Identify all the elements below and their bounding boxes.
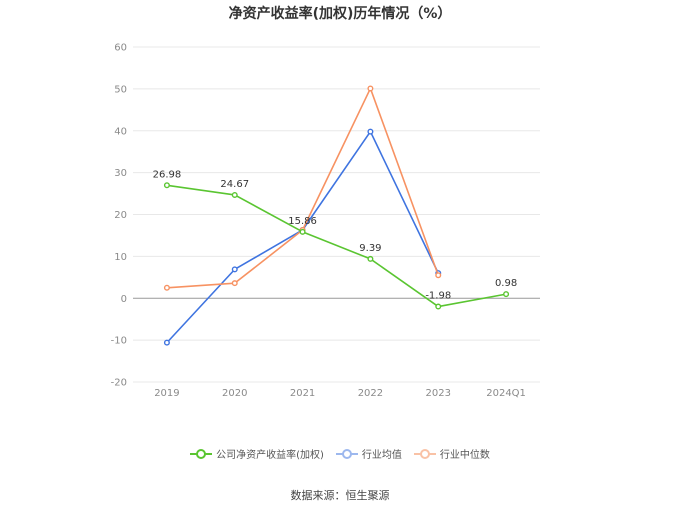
x-tick-label: 2023 — [426, 388, 451, 399]
legend-label: 行业均值 — [361, 450, 402, 461]
chart-title: 净资产收益率(加权)历年情况（%） — [228, 6, 452, 22]
legend-item-company-roe[interactable]: 公司净资产收益率(加权) — [190, 446, 324, 461]
data-point — [435, 272, 442, 279]
x-tick-label: 2020 — [222, 388, 247, 399]
legend-label: 公司净资产收益率(加权) — [216, 450, 324, 461]
legend-line-circle-icon — [335, 448, 358, 459]
data-point — [231, 191, 238, 198]
y-tick-label: 10 — [114, 252, 127, 263]
grid-lines — [133, 46, 540, 383]
data-point — [503, 291, 510, 298]
y-tick-label: 20 — [114, 210, 127, 221]
x-tick-label: 2024Q1 — [486, 388, 526, 399]
y-tick-label: -10 — [111, 336, 127, 347]
series-lines — [163, 85, 510, 346]
data-point — [299, 228, 306, 235]
axis: 60 50 40 30 20 10 0 -10 -20 2019 2020 2021 2022 2023 2… — [111, 43, 526, 400]
data-point — [163, 284, 170, 291]
legend: 公司净资产收益率(加权) 行业均值 行业中位数 — [0, 446, 680, 461]
data-label: 9.39 — [359, 243, 381, 254]
series-line — [166, 184, 507, 308]
data-label: 0.98 — [495, 278, 517, 289]
x-tick-label: 2019 — [154, 388, 179, 399]
data-point — [367, 85, 374, 92]
y-tick-label: 30 — [114, 168, 127, 179]
data-point — [231, 266, 238, 273]
legend-item-industry-mean[interactable]: 行业均值 — [335, 446, 402, 461]
data-point — [367, 255, 374, 262]
y-tick-label: 40 — [114, 126, 127, 137]
data-label: 26.98 — [153, 169, 182, 180]
x-tick-label: 2022 — [358, 388, 383, 399]
data-labels: 26.98 24.67 15.86 9.39 -1.98 0.98 — [153, 169, 518, 301]
y-tick-label: -20 — [111, 378, 127, 389]
data-point — [367, 128, 374, 135]
data-label: 15.86 — [288, 216, 317, 227]
data-point — [231, 280, 238, 287]
data-point — [435, 303, 442, 310]
legend-line-circle-icon — [190, 448, 213, 459]
data-source: 数据来源：恒生聚源 — [290, 489, 390, 502]
data-label: -1.98 — [425, 291, 451, 302]
data-label: 24.67 — [220, 179, 249, 190]
y-tick-label: 60 — [114, 43, 127, 54]
x-tick-label: 2021 — [290, 388, 315, 399]
data-point — [163, 339, 170, 346]
y-tick-label: 0 — [121, 294, 127, 305]
legend-label: 行业中位数 — [439, 450, 490, 461]
y-tick-label: 50 — [114, 84, 127, 95]
legend-item-industry-median[interactable]: 行业中位数 — [413, 446, 490, 461]
data-point — [163, 182, 170, 189]
legend-line-circle-icon — [413, 448, 436, 459]
